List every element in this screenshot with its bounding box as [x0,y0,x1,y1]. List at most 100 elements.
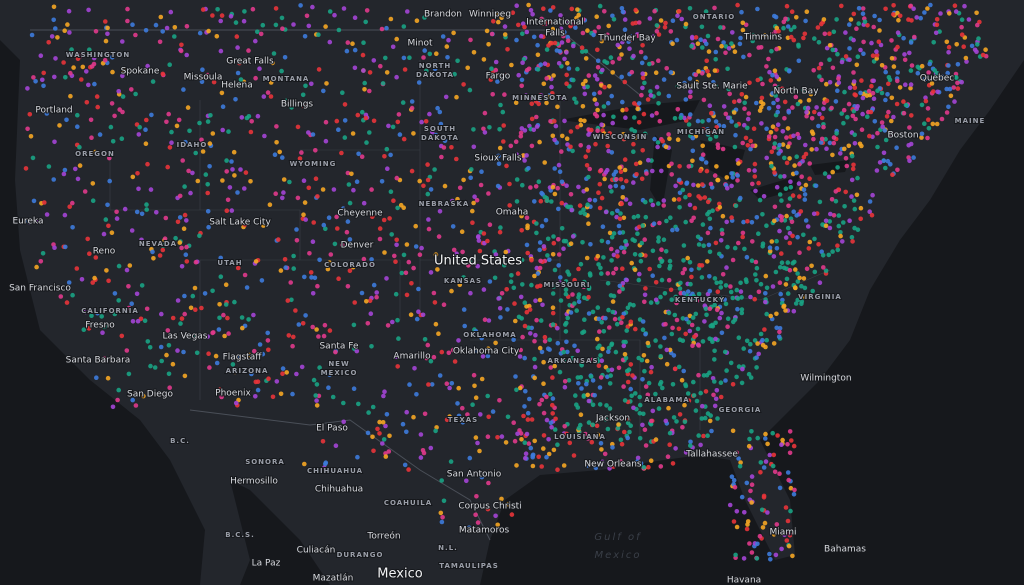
poi-dot [166,343,172,348]
poi-dot [252,348,257,354]
poi-dot [725,186,730,191]
poi-dot [795,234,800,240]
poi-dot [282,55,288,60]
poi-dot [97,132,103,137]
poi-dot [414,316,420,322]
poi-dot [796,135,802,141]
poi-dot [752,161,758,167]
poi-dot [827,57,832,62]
poi-dot [803,142,808,148]
poi-dot [653,338,658,343]
poi-dot [562,379,568,384]
poi-dot [183,139,188,145]
poi-dot [807,161,812,166]
poi-dot [499,291,505,296]
poi-dot [207,164,212,169]
poi-dot [777,192,783,197]
poi-dot [557,369,563,375]
poi-dot [402,462,408,468]
poi-dot [370,434,375,440]
poi-dot [785,24,791,29]
poi-dot [526,166,531,171]
poi-dot [838,151,843,156]
region-label: OKLAHOMA [463,331,516,339]
poi-dot [557,280,563,286]
poi-dot [615,42,621,48]
poi-dot [738,35,743,41]
poi-dot [474,494,479,499]
poi-dot [578,210,583,215]
poi-dot [122,308,127,313]
poi-dot [519,437,524,442]
poi-dot [637,436,643,441]
poi-dot [271,51,277,56]
poi-dot [557,49,563,54]
poi-dot [270,394,276,400]
poi-dot [598,265,603,271]
poi-dot [490,409,496,414]
poi-dot [381,437,387,442]
poi-dot [587,271,593,276]
poi-dot [713,134,719,139]
poi-dot [817,111,822,117]
poi-dot [334,214,339,220]
poi-dot [537,247,542,253]
poi-dot [642,299,647,305]
poi-dot [819,21,824,27]
poi-dot [170,315,176,321]
poi-dot [735,173,740,178]
poi-dot [142,318,148,324]
poi-dot [595,305,601,310]
poi-dot [550,133,556,139]
poi-dot [145,339,151,344]
poi-dot [838,230,843,235]
poi-dot [539,397,545,403]
region-label: MICHIGAN [677,128,725,136]
poi-dot [425,342,431,348]
poi-dot [95,104,100,110]
poi-dot [537,93,543,99]
poi-dot [110,404,116,410]
poi-dot [541,433,547,438]
poi-dot [520,60,525,65]
poi-dot [651,34,656,39]
region-label: MAINE [955,117,986,125]
poi-dot [859,127,865,132]
poi-dot [672,312,678,318]
poi-dot [565,315,570,321]
poi-dot [792,487,797,493]
poi-dot [928,2,933,8]
poi-dot [976,36,981,41]
poi-dot [95,310,100,316]
poi-dot [740,27,746,33]
poi-dot [206,28,211,34]
poi-dot [558,275,563,280]
poi-dot [587,166,592,172]
poi-dot [579,45,585,50]
poi-dot [364,242,369,247]
poi-dot [27,112,33,117]
poi-dot [130,319,136,324]
poi-dot [867,199,873,204]
poi-dot [490,92,496,97]
poi-dot [820,222,825,227]
poi-dot [847,218,852,223]
poi-dot [746,443,752,449]
poi-dot [642,131,648,137]
poi-dot [595,65,601,70]
poi-dot [419,119,424,125]
poi-dot [253,394,258,399]
poi-dot [691,379,696,385]
place-label: Omaha [496,208,529,218]
poi-dot [754,556,760,561]
poi-dot [616,365,622,371]
poi-dot [547,257,552,263]
poi-dot [485,353,491,359]
poi-dot [715,142,721,147]
poi-dot [599,195,605,201]
poi-dot [749,429,754,434]
poi-dot [457,282,463,288]
poi-dot [882,128,888,133]
poi-dot [622,429,627,435]
poi-dot [548,391,553,397]
